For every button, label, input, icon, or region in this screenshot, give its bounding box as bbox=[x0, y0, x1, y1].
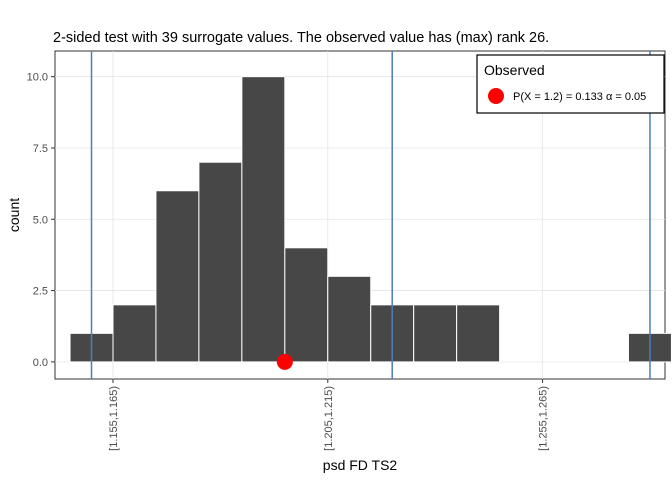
legend: Observed P(X = 1.2) = 0.133 α = 0.05 bbox=[476, 54, 665, 114]
legend-entry-label: P(X = 1.2) = 0.133 α = 0.05 bbox=[513, 91, 646, 103]
legend-key-point bbox=[488, 88, 504, 104]
observed-points bbox=[276, 353, 293, 370]
y-tick-label: 0.0 bbox=[33, 357, 48, 369]
x-axis: [1.155,1.165) [1.205,1.215) [1.255,1.265) bbox=[108, 379, 550, 451]
histogram-bar bbox=[327, 275, 372, 363]
legend-title: Observed bbox=[484, 62, 545, 78]
x-tick-label: [1.255,1.265) bbox=[538, 386, 550, 451]
histogram-bar bbox=[456, 304, 501, 363]
y-axis-title: count bbox=[6, 198, 22, 232]
y-tick-label: 7.5 bbox=[33, 143, 48, 155]
histogram-bars bbox=[69, 76, 672, 363]
y-tick-label: 2.5 bbox=[33, 286, 48, 298]
histogram-bar bbox=[241, 76, 286, 363]
observed-point bbox=[276, 353, 293, 370]
y-tick-label: 5.0 bbox=[33, 214, 48, 226]
y-tick-label: 10.0 bbox=[27, 72, 48, 84]
x-tick-label: [1.205,1.215) bbox=[323, 386, 335, 451]
chart-title: 2-sided test with 39 surrogate values. T… bbox=[53, 30, 549, 46]
histogram-bar bbox=[155, 190, 200, 363]
histogram-bar bbox=[413, 304, 458, 363]
legend-box bbox=[476, 54, 665, 114]
y-axis: 0.0 2.5 5.0 7.5 10.0 bbox=[27, 72, 55, 369]
x-axis-title: psd FD TS2 bbox=[323, 457, 398, 473]
histogram-bar bbox=[284, 247, 329, 363]
histogram-bar bbox=[198, 161, 243, 363]
x-tick-label: [1.155,1.165) bbox=[108, 386, 120, 451]
histogram-bar bbox=[112, 304, 157, 363]
